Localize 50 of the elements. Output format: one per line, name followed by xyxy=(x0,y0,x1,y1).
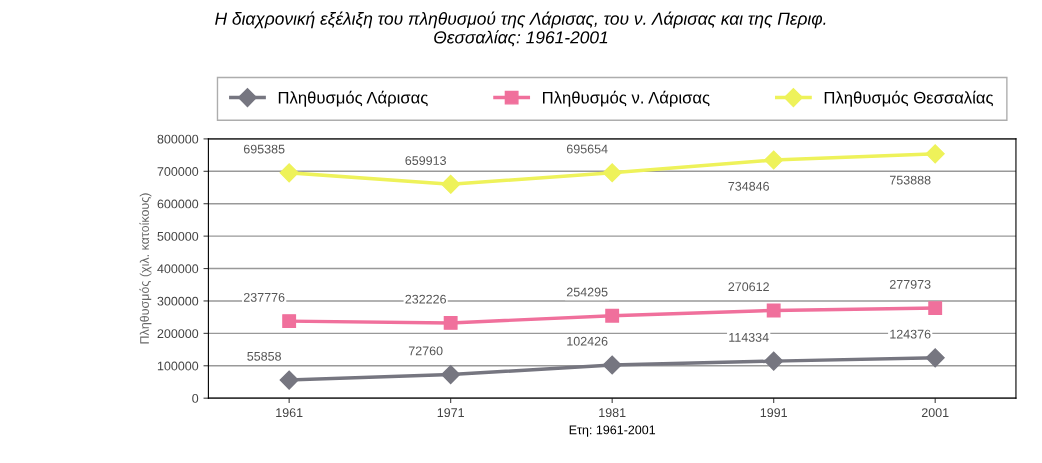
y-tick-label: 500000 xyxy=(157,231,199,241)
point xyxy=(602,163,622,183)
data-label: 270612 xyxy=(728,282,769,292)
y-tick-label: 100000 xyxy=(157,361,199,371)
data-label: 124376 xyxy=(890,329,931,339)
point xyxy=(766,303,781,318)
y-tick-label: 800000 xyxy=(157,134,199,144)
x-tick-label: 1961 xyxy=(276,408,303,418)
y-tick-label: 200000 xyxy=(157,329,199,339)
x-tick-label: 1971 xyxy=(437,408,464,418)
point xyxy=(443,315,458,330)
y-axis-title: Πληθυσμός (χιλ. κατοίκους) xyxy=(139,193,152,344)
data-label: 102426 xyxy=(567,336,608,346)
point xyxy=(925,348,945,368)
point xyxy=(602,355,622,375)
data-label: 237776 xyxy=(243,292,285,302)
point xyxy=(441,365,461,385)
x-tick-label: 1991 xyxy=(760,408,787,418)
y-tick-label: 0 xyxy=(192,393,199,403)
data-label: 114334 xyxy=(729,332,769,342)
point xyxy=(764,351,784,371)
data-label: 55858 xyxy=(247,351,281,361)
point xyxy=(928,301,943,316)
point xyxy=(282,314,297,329)
point xyxy=(605,308,620,323)
data-label: 277973 xyxy=(889,279,931,289)
x-tick-label: 1981 xyxy=(599,408,626,418)
legend-label: Πληθυσμός ν. Λάρισας xyxy=(543,90,710,107)
y-tick-label: 300000 xyxy=(157,296,199,306)
y-tick-label: 400000 xyxy=(157,264,199,274)
data-label: 72760 xyxy=(408,346,443,356)
x-tick-label: 2001 xyxy=(921,408,949,418)
legend-label: Πληθυσμός Θεσσαλίας xyxy=(824,90,994,107)
data-label: 254295 xyxy=(566,287,608,297)
point xyxy=(441,174,461,194)
point xyxy=(279,370,299,390)
point xyxy=(925,144,945,164)
data-label: 232226 xyxy=(405,294,446,304)
y-tick-label: 700000 xyxy=(157,167,199,176)
chart-title: Η διαχρονική εξέλιξη του πληθυσμού της Λάρισας, του ν. Λάρισας και της Περιφ. Θεσσαλίας: 1961-2001 xyxy=(215,11,826,47)
y-tick-label: 600000 xyxy=(157,199,199,209)
data-label: 695385 xyxy=(243,144,285,154)
legend-label: Πληθυσμός Λάρισας xyxy=(278,90,428,107)
data-label: 734846 xyxy=(728,181,769,191)
data-label: 695654 xyxy=(566,144,608,154)
data-label: 659913 xyxy=(405,156,446,165)
x-axis-title: Ετη: 1961-2001 xyxy=(569,425,656,437)
point xyxy=(764,150,784,170)
point xyxy=(279,163,299,183)
data-label: 753888 xyxy=(889,175,931,185)
